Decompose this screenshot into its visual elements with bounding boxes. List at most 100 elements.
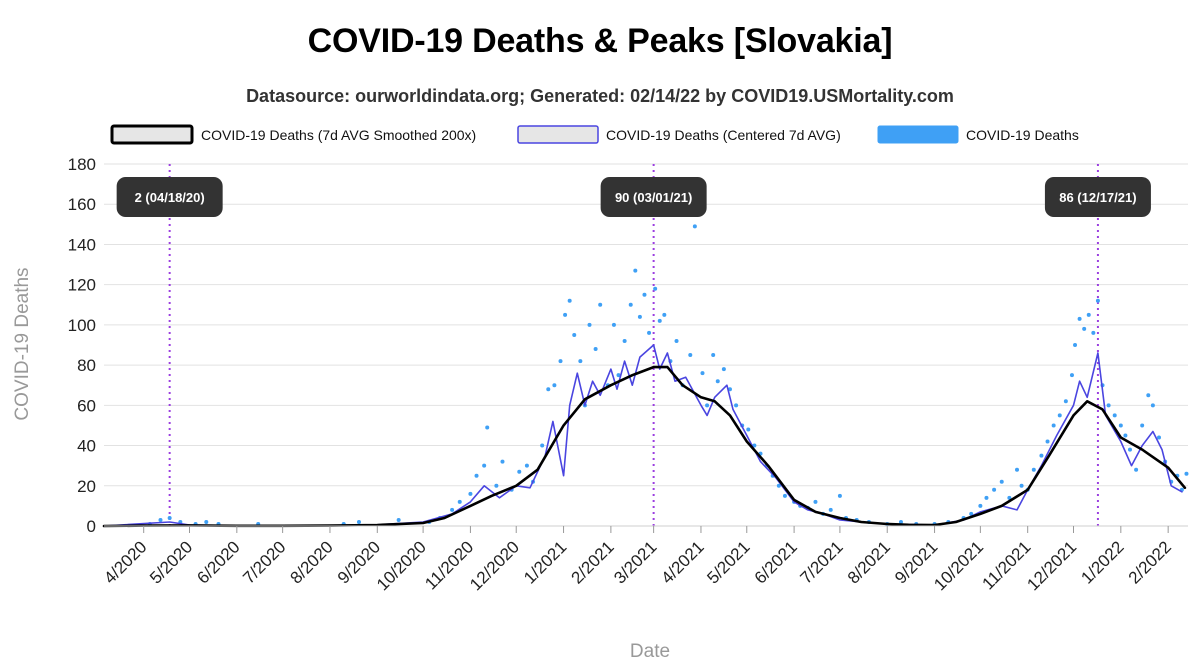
peak-label-text: 86 (12/17/21) bbox=[1059, 190, 1136, 205]
daily-deaths-point bbox=[1112, 413, 1117, 418]
daily-deaths-point bbox=[468, 491, 473, 496]
daily-deaths-point bbox=[782, 493, 787, 498]
daily-deaths-point bbox=[828, 507, 833, 512]
daily-deaths-point bbox=[647, 330, 652, 335]
x-tick-label: 5/2021 bbox=[703, 537, 753, 587]
daily-deaths-point bbox=[396, 517, 401, 522]
daily-deaths-point bbox=[598, 302, 603, 307]
x-tick-label: 8/2020 bbox=[287, 537, 337, 587]
x-tick-label: 7/2020 bbox=[239, 537, 289, 587]
daily-deaths-point bbox=[662, 312, 667, 317]
daily-deaths-point bbox=[1007, 495, 1012, 500]
x-axis-title: Date bbox=[630, 641, 670, 662]
x-tick-label: 1/2021 bbox=[520, 537, 570, 587]
daily-deaths-point bbox=[1063, 399, 1068, 404]
daily-deaths-point bbox=[992, 487, 997, 492]
x-tick-label: 10/2020 bbox=[373, 537, 430, 594]
legend-swatch bbox=[517, 125, 599, 144]
daily-deaths-point bbox=[1019, 483, 1024, 488]
x-tick-label: 7/2021 bbox=[797, 537, 847, 587]
daily-deaths-point bbox=[593, 347, 598, 352]
legend-label: COVID-19 Deaths (Centered 7d AVG) bbox=[606, 127, 841, 143]
daily-deaths-point bbox=[642, 292, 647, 297]
y-tick-label: 60 bbox=[77, 396, 96, 415]
daily-deaths-point bbox=[500, 459, 505, 464]
daily-deaths-point bbox=[356, 519, 361, 524]
daily-deaths-point bbox=[984, 495, 989, 500]
daily-deaths-point bbox=[524, 463, 529, 468]
peak-label-text: 2 (04/18/20) bbox=[135, 190, 205, 205]
legend-label: COVID-19 Deaths (7d AVG Smoothed 200x) bbox=[201, 127, 476, 143]
y-tick-label: 0 bbox=[87, 517, 96, 536]
daily-deaths-point bbox=[633, 268, 638, 273]
daily-deaths-point bbox=[1051, 423, 1056, 428]
peak-label-box bbox=[1044, 177, 1151, 217]
daily-deaths-point bbox=[637, 314, 642, 319]
daily-deaths-point bbox=[558, 359, 563, 364]
x-tick-label: 2/2021 bbox=[568, 537, 618, 587]
peak-line-layer bbox=[168, 164, 1099, 526]
daily-deaths-point bbox=[813, 499, 818, 504]
series-layer bbox=[102, 344, 1187, 528]
daily-deaths-point bbox=[563, 312, 568, 317]
daily-deaths-point bbox=[705, 403, 710, 408]
legend-layer: COVID-19 Deaths (7d AVG Smoothed 200x) CO… bbox=[110, 124, 1079, 145]
x-tick-label: 8/2021 bbox=[844, 537, 894, 587]
y-tick-label: 120 bbox=[68, 276, 96, 295]
peak-label-text: 90 (03/01/21) bbox=[615, 190, 692, 205]
daily-deaths-point bbox=[969, 511, 974, 516]
daily-deaths-point bbox=[1086, 312, 1091, 317]
daily-deaths-point bbox=[674, 338, 679, 343]
y-tick-label: 100 bbox=[68, 316, 96, 335]
daily-deaths-point bbox=[1150, 403, 1155, 408]
daily-deaths-point bbox=[482, 463, 487, 468]
daily-deaths-point bbox=[1134, 467, 1139, 472]
daily-deaths-point bbox=[898, 519, 903, 524]
daily-deaths-point bbox=[653, 286, 658, 291]
centered-avg-line bbox=[103, 344, 1183, 527]
daily-deaths-point bbox=[158, 517, 163, 522]
x-tick-label: 2/2022 bbox=[1125, 537, 1175, 587]
daily-deaths-point bbox=[628, 302, 633, 307]
daily-deaths-point bbox=[721, 367, 726, 372]
y-tick-label: 20 bbox=[77, 477, 96, 496]
daily-deaths-point bbox=[837, 493, 842, 498]
x-tick-label: 3/2021 bbox=[610, 537, 660, 587]
peak-label-layer: 2 (04/18/20) 90 (03/01/21) 86 (12/17/21) bbox=[116, 177, 1151, 217]
daily-deaths-point bbox=[715, 379, 720, 384]
daily-deaths-point bbox=[494, 483, 499, 488]
daily-deaths-point bbox=[517, 469, 522, 474]
x-tick-label: 11/2021 bbox=[979, 537, 1035, 593]
daily-deaths-point bbox=[572, 332, 577, 337]
daily-deaths-point bbox=[1156, 435, 1161, 440]
daily-deaths-point bbox=[1073, 343, 1078, 347]
daily-deaths-point bbox=[1095, 298, 1100, 303]
daily-deaths-point bbox=[1082, 326, 1087, 331]
legend-label: COVID-19 Deaths bbox=[966, 127, 1079, 143]
daily-deaths-point bbox=[552, 383, 557, 388]
x-tick-label: 6/2021 bbox=[751, 537, 801, 587]
chart-title: COVID-19 Deaths & Peaks [Slovakia] bbox=[307, 22, 893, 60]
daily-deaths-point bbox=[688, 353, 693, 358]
daily-deaths-point bbox=[1127, 447, 1132, 452]
peak-label-box bbox=[116, 177, 223, 217]
daily-deaths-point bbox=[657, 318, 662, 323]
smoothed-avg-line bbox=[102, 365, 1187, 528]
y-tick-label: 80 bbox=[77, 356, 96, 375]
daily-deaths-point bbox=[546, 387, 551, 392]
daily-deaths-point bbox=[1091, 330, 1096, 335]
daily-deaths-point bbox=[587, 322, 592, 327]
daily-deaths-point bbox=[978, 503, 983, 508]
x-tick-label: 12/2021 bbox=[1023, 537, 1080, 594]
legend-swatch bbox=[110, 124, 194, 145]
peak-label-box bbox=[600, 177, 707, 217]
daily-deaths-point bbox=[1015, 467, 1020, 472]
daily-deaths-point bbox=[1077, 316, 1082, 321]
daily-deaths-point bbox=[1045, 439, 1050, 444]
x-tick-label: 4/2021 bbox=[658, 537, 708, 587]
x-tick-label: 12/2020 bbox=[466, 537, 523, 594]
daily-deaths-point bbox=[457, 499, 462, 504]
y-axis-title: COVID-19 Deaths bbox=[12, 267, 33, 420]
y-tick-label: 160 bbox=[68, 195, 96, 214]
